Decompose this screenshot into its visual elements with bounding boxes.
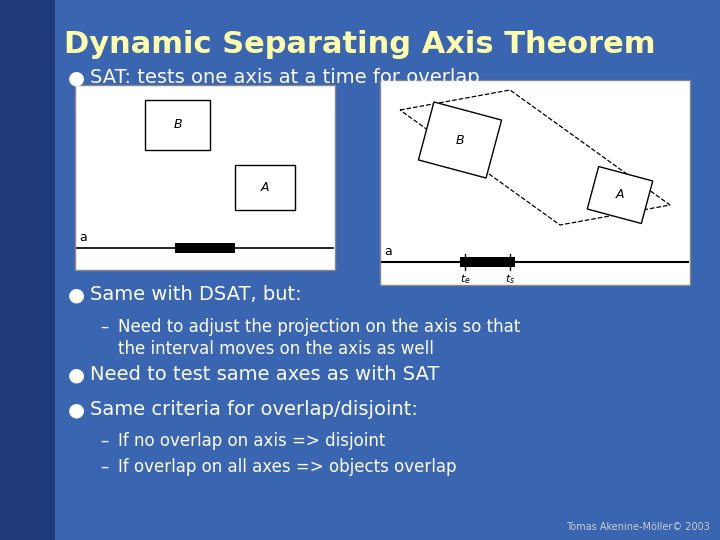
Bar [145, 100, 210, 150]
Text: $t_e$: $t_e$ [459, 272, 470, 286]
Text: If overlap on all axes => objects overlap: If overlap on all axes => objects overla… [118, 458, 456, 476]
Text: Same with DSAT, but:: Same with DSAT, but: [90, 285, 302, 304]
Text: $t_s$: $t_s$ [505, 272, 515, 286]
Bar [235, 165, 295, 210]
Text: B: B [174, 118, 182, 132]
Polygon shape [588, 166, 653, 224]
Text: B: B [456, 133, 464, 146]
Text: ●: ● [68, 285, 85, 304]
Text: a: a [79, 231, 86, 244]
Bar [175, 243, 235, 253]
Text: Tomas Akenine-Möller© 2003: Tomas Akenine-Möller© 2003 [566, 522, 710, 532]
Text: Same criteria for overlap/disjoint:: Same criteria for overlap/disjoint: [90, 400, 418, 419]
Bar [460, 257, 515, 267]
Text: –: – [100, 458, 109, 476]
Text: A: A [616, 188, 624, 201]
Text: If no overlap on axis => disjoint: If no overlap on axis => disjoint [118, 432, 385, 450]
Text: ●: ● [68, 365, 85, 384]
Text: ●: ● [68, 400, 85, 419]
Text: –: – [100, 318, 109, 336]
Text: A: A [261, 181, 269, 194]
Text: Need to adjust the projection on the axis so that: Need to adjust the projection on the axi… [118, 318, 521, 336]
Text: a: a [384, 245, 392, 258]
Text: the interval moves on the axis as well: the interval moves on the axis as well [118, 340, 434, 358]
Text: Need to test same axes as with SAT: Need to test same axes as with SAT [90, 365, 439, 384]
Text: –: – [100, 432, 109, 450]
Bar [380, 80, 690, 285]
Polygon shape [418, 102, 502, 178]
Text: Dynamic Separating Axis Theorem: Dynamic Separating Axis Theorem [64, 30, 656, 59]
Text: SAT: tests one axis at a time for overlap: SAT: tests one axis at a time for overla… [90, 68, 480, 87]
Text: ●: ● [68, 68, 85, 87]
Bar [75, 85, 335, 270]
